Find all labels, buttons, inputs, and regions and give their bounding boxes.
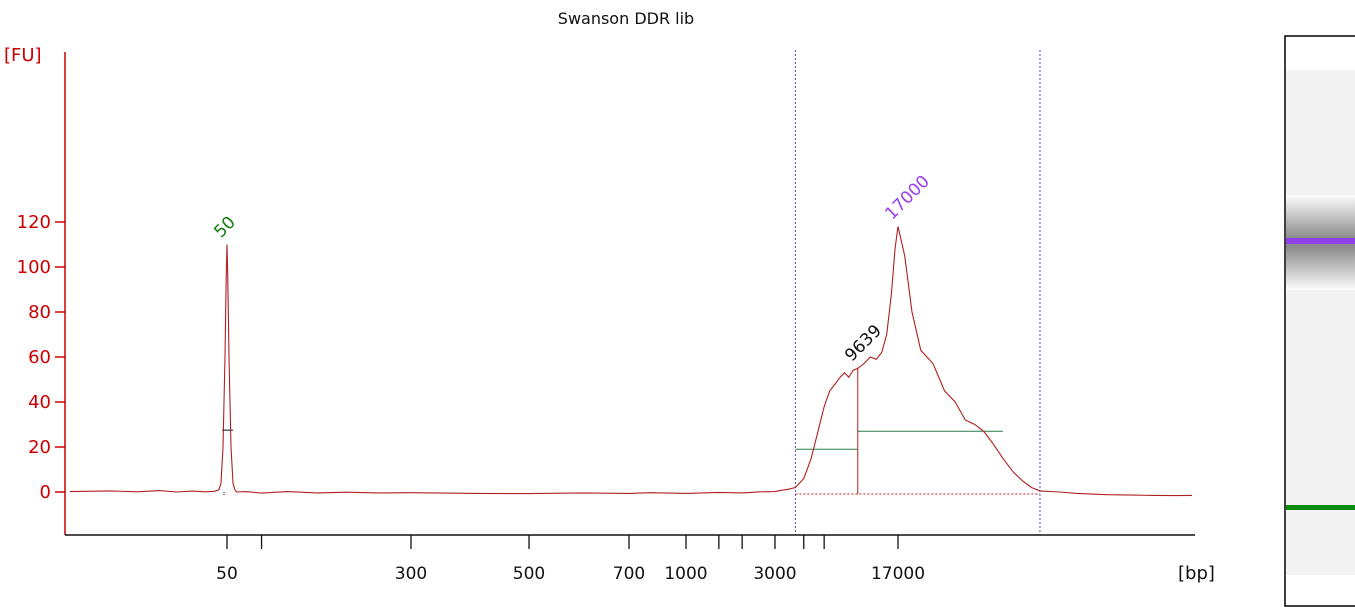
- peak-annotations: 50 9639 17000: [210, 172, 933, 366]
- y-axis-label: [FU]: [4, 45, 42, 66]
- trace: [69, 226, 1193, 497]
- x-tick-label: 1000: [664, 564, 707, 584]
- y-tick-label: 80: [28, 302, 51, 323]
- peak-label: 50: [210, 213, 239, 242]
- peak-label: 17000: [881, 172, 933, 224]
- x-tick-label: 50: [216, 564, 238, 584]
- x-axis-label: [bp]: [1178, 563, 1215, 584]
- trace-line: [69, 226, 1193, 497]
- x-tick-label: 500: [513, 564, 545, 584]
- gel-band-upper: [1286, 238, 1355, 244]
- axes: 0 20 40 60 80 100 120 50 300 500 700 1000 3000 17000: [17, 52, 1195, 584]
- x-tick-label: 3000: [753, 564, 796, 584]
- region-markers: [221, 50, 1041, 535]
- y-tick-label: 20: [28, 437, 51, 458]
- gel-band-lower: [1286, 505, 1355, 510]
- gel-lane-background: [1286, 70, 1355, 575]
- y-tick-label: 40: [28, 392, 51, 413]
- peak-label: 9639: [841, 321, 886, 366]
- y-tick-label: 120: [17, 212, 51, 233]
- x-tick-label: 700: [613, 564, 645, 584]
- gel-lane: [1284, 35, 1355, 607]
- y-tick-label: 60: [28, 347, 51, 368]
- y-tick-label: 100: [17, 257, 51, 278]
- x-tick-label: 17000: [871, 564, 925, 584]
- x-tick-label: 300: [395, 564, 427, 584]
- y-tick-label: 0: [40, 482, 51, 503]
- chart-title: Swanson DDR lib: [558, 9, 694, 28]
